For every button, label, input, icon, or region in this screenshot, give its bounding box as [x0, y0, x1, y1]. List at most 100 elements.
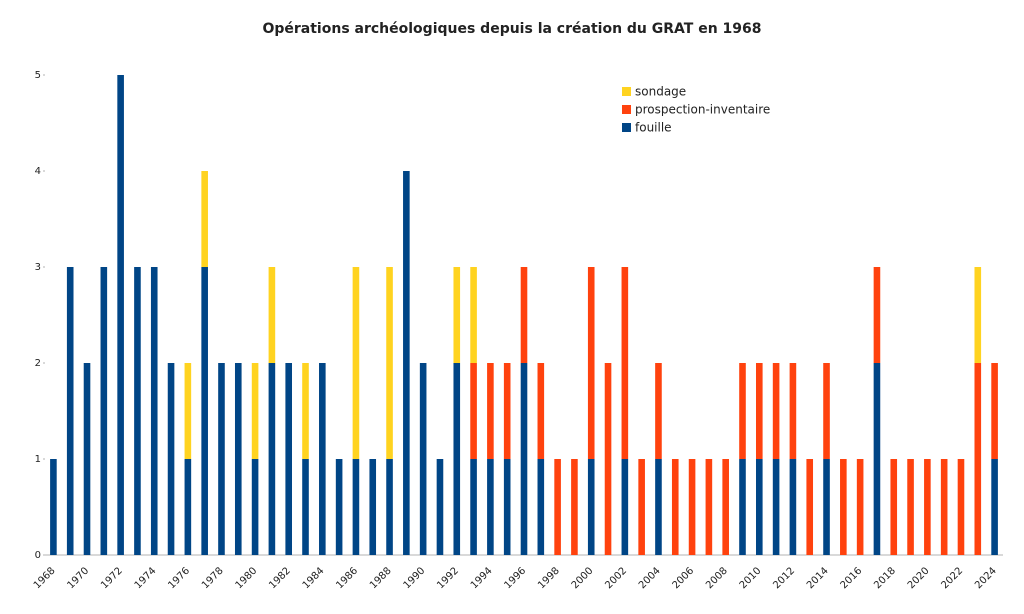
bar-segment — [218, 363, 225, 555]
bar-segment — [251, 363, 259, 459]
bar-segment — [83, 363, 91, 555]
bar-segment — [974, 267, 982, 363]
bar-segment — [924, 459, 931, 555]
bar-segment — [453, 267, 461, 363]
x-tick-label: 1984 — [301, 565, 327, 591]
bar-segment — [503, 459, 511, 555]
bar-segment — [184, 363, 192, 459]
bar-segment — [386, 459, 393, 555]
bar-segment — [789, 459, 797, 555]
x-tick-label: 1982 — [267, 565, 293, 591]
bar-segment — [655, 363, 662, 459]
bar-segment — [285, 363, 293, 555]
x-tick-label: 1988 — [368, 565, 394, 591]
x-tick-label: 1978 — [200, 565, 226, 591]
bar-segment — [688, 459, 696, 555]
bar-segment — [302, 363, 309, 459]
bar-segment — [755, 459, 763, 555]
bar-segment — [537, 363, 545, 459]
y-tick-label: 0 — [35, 550, 41, 561]
x-tick-label: 1972 — [99, 565, 125, 591]
bar-segment — [134, 267, 141, 555]
bar-segment — [335, 459, 343, 555]
bar-segment — [755, 363, 763, 459]
bar-segment — [571, 459, 578, 555]
bar-segment — [537, 459, 545, 555]
bar-segment — [268, 363, 276, 555]
bar-segment — [806, 459, 814, 555]
bar-segment — [520, 363, 528, 555]
y-tick-label: 1 — [35, 454, 41, 465]
legend-swatch — [622, 123, 631, 132]
bar-segment — [873, 363, 881, 555]
legend-label: sondage — [635, 85, 686, 99]
x-tick-label: 1998 — [536, 565, 562, 591]
bar-segment — [302, 459, 309, 555]
x-tick-label: 2018 — [872, 565, 898, 591]
x-tick-label: 2004 — [637, 565, 663, 591]
bar-segment — [991, 459, 998, 555]
x-tick-label: 1980 — [234, 565, 260, 591]
bar-segment — [66, 267, 74, 555]
bar-segment — [940, 459, 948, 555]
bar-segment — [201, 171, 208, 267]
y-tick-label: 2 — [35, 358, 41, 369]
bar-segment — [386, 267, 393, 459]
x-tick-label: 2024 — [973, 565, 999, 591]
bar-segment — [319, 363, 326, 555]
legend-label: fouille — [635, 121, 672, 135]
x-tick-label: 1976 — [166, 565, 192, 591]
bar-segment — [772, 363, 780, 459]
bar-segment — [789, 363, 797, 459]
bar-segment — [587, 267, 595, 459]
bar-segment — [352, 459, 360, 555]
x-tick-label: 2010 — [738, 565, 764, 591]
bar-segment — [419, 363, 427, 555]
x-tick-label: 1970 — [65, 565, 91, 591]
y-tick-label: 4 — [35, 166, 41, 177]
bar-segment — [772, 459, 780, 555]
bar-segment — [369, 459, 377, 555]
bar-segment — [117, 75, 124, 555]
bar-segment — [100, 267, 108, 555]
chart-title: Opérations archéologiques depuis la créa… — [262, 21, 761, 37]
legend-label: prospection-inventaire — [635, 103, 770, 117]
x-tick-label: 2008 — [704, 565, 730, 591]
x-tick-label: 1974 — [133, 565, 159, 591]
bar-segment — [352, 267, 360, 459]
bar-segment — [722, 459, 729, 555]
bar-segment — [840, 459, 847, 555]
legend-swatch — [622, 105, 631, 114]
bar-segment — [705, 459, 713, 555]
bar-segment — [520, 267, 528, 363]
legend-swatch — [622, 87, 631, 96]
bar-segment — [823, 363, 830, 459]
bar-segment — [503, 363, 511, 459]
bar-segment — [739, 459, 746, 555]
bar-segment — [957, 459, 965, 555]
x-tick-label: 1986 — [334, 565, 360, 591]
bar-segment — [621, 267, 629, 459]
bar-segment — [554, 459, 561, 555]
bar-segment — [436, 459, 444, 555]
bar-segment — [251, 459, 259, 555]
bar-segment — [403, 171, 410, 555]
y-tick-label: 3 — [35, 262, 41, 273]
x-tick-label: 2000 — [570, 565, 596, 591]
bar-segment — [470, 459, 477, 555]
bar-segment — [150, 267, 158, 555]
x-tick-label: 2012 — [771, 565, 797, 591]
bar-segment — [823, 459, 830, 555]
x-tick-label: 2020 — [906, 565, 932, 591]
x-tick-label: 1990 — [402, 565, 428, 591]
x-tick-label: 1994 — [469, 565, 495, 591]
bar-segment — [907, 459, 914, 555]
bar-segment — [201, 267, 208, 555]
bar-segment — [974, 363, 982, 555]
x-tick-label: 1992 — [435, 565, 461, 591]
bar-segment — [671, 459, 679, 555]
bar-segment — [487, 459, 494, 555]
x-tick-label: 1968 — [32, 565, 58, 591]
bar-segment — [739, 363, 746, 459]
